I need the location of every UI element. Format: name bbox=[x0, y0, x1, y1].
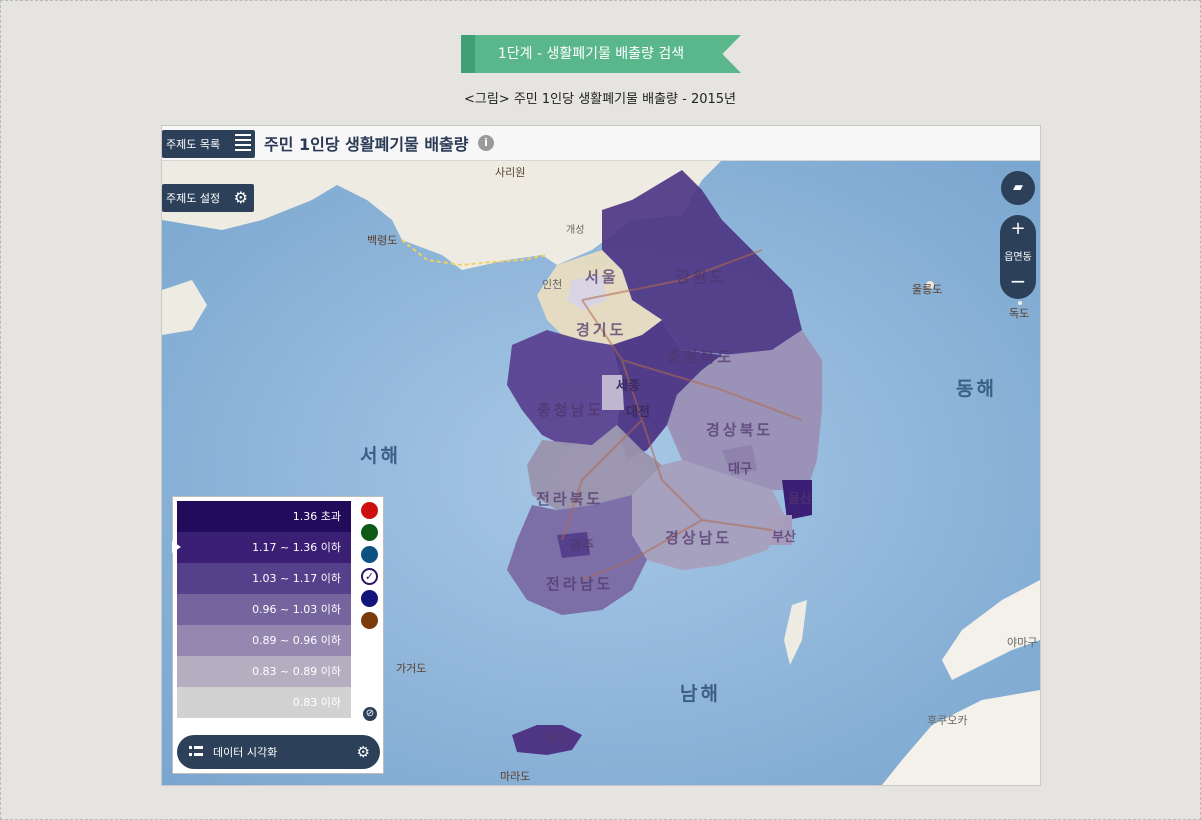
map-title-bar: 주제도 목록 주민 1인당 생활폐기물 배출량 i bbox=[162, 126, 1040, 161]
label-chungnam: 충청남도 bbox=[537, 401, 605, 419]
region-gwangju[interactable] bbox=[557, 532, 590, 558]
region-gyeongbuk[interactable] bbox=[667, 330, 822, 490]
legend-class-5[interactable]: 0.89 ~ 0.96 이하 bbox=[177, 625, 351, 656]
zoom-level-label: 읍면동 bbox=[1004, 252, 1032, 263]
label-chungbuk: 충청북도 bbox=[667, 348, 735, 366]
region-sejong[interactable] bbox=[602, 375, 624, 410]
ulleung-island bbox=[926, 281, 934, 289]
layer-toggle-button[interactable]: ▰ bbox=[1001, 171, 1035, 205]
theme-list-button[interactable]: 주제도 목록 bbox=[162, 130, 255, 158]
palette-swatch-teal[interactable] bbox=[361, 546, 378, 563]
zoom-out-button[interactable]: − bbox=[1009, 269, 1027, 293]
label-east-sea: 동해 bbox=[956, 378, 997, 400]
region-ulsan[interactable] bbox=[782, 480, 812, 520]
info-icon[interactable]: i bbox=[478, 135, 494, 151]
label-yamaguchi: 야마구 bbox=[1007, 636, 1038, 649]
label-gageo: 가거도 bbox=[396, 662, 427, 675]
legend-class-4[interactable]: 0.96 ~ 1.03 이하 bbox=[177, 594, 351, 625]
label-gwangju: 광주 bbox=[570, 539, 594, 554]
label-gyeonggi: 경기도 bbox=[576, 321, 627, 339]
label-sariwon: 사리원 bbox=[495, 166, 526, 179]
label-incheon: 인천 bbox=[542, 278, 563, 291]
north-landmass bbox=[162, 160, 722, 270]
palette-swatch-brown[interactable] bbox=[361, 612, 378, 629]
banner-ribbon bbox=[475, 35, 741, 73]
layers-icon: ▰ bbox=[1013, 180, 1023, 195]
map-viewer[interactable]: 주제도 목록 주민 1인당 생활폐기물 배출량 i 주제도 설정 ⚙ bbox=[161, 125, 1041, 786]
zoom-in-button[interactable]: + bbox=[1010, 218, 1026, 239]
choropleth-map[interactable] bbox=[162, 160, 1040, 785]
label-dokdo: 독도 bbox=[1009, 307, 1030, 320]
no-data-icon[interactable]: ⊘ bbox=[363, 707, 377, 721]
legend-class-1[interactable]: 1.36 초과 bbox=[177, 501, 351, 532]
label-west-sea: 서해 bbox=[360, 445, 401, 467]
data-visualization-label: 데이터 시각화 bbox=[213, 746, 278, 759]
region-seoul[interactable] bbox=[567, 275, 607, 310]
label-marado: 마라도 bbox=[500, 770, 531, 783]
gear-icon: ⚙ bbox=[233, 188, 248, 207]
figure-caption: <그림> 주민 1인당 생활폐기물 배출량 - 2015년 bbox=[463, 92, 737, 107]
label-gyeongnam: 경상남도 bbox=[665, 529, 733, 547]
label-gaeseong: 개성 bbox=[566, 225, 585, 236]
tsushima bbox=[784, 600, 807, 665]
region-chungnam[interactable] bbox=[507, 330, 622, 445]
label-baengnyeong: 백령도 bbox=[367, 234, 398, 247]
label-busan: 부산 bbox=[772, 530, 796, 545]
legend-panel: 1.36 초과 1.17 ~ 1.36 이하 1.03 ~ 1.17 이하 0.… bbox=[172, 496, 384, 774]
label-gangwon: 강원도 bbox=[676, 268, 727, 286]
theme-setting-label: 주제도 설정 bbox=[166, 192, 221, 205]
label-daegu: 대구 bbox=[728, 462, 752, 477]
dokdo-island bbox=[1018, 301, 1022, 305]
list-icon bbox=[189, 746, 203, 758]
japan-honshu bbox=[942, 580, 1040, 680]
theme-list-label: 주제도 목록 bbox=[166, 138, 221, 151]
legend-selected-pointer bbox=[172, 541, 181, 553]
label-fukuoka: 후쿠오카 bbox=[927, 714, 968, 727]
label-daejeon: 대전 bbox=[626, 405, 650, 420]
highways bbox=[561, 249, 803, 581]
palette-swatch-navy[interactable] bbox=[361, 590, 378, 607]
japan-kyushu bbox=[882, 690, 1040, 785]
legend-class-3[interactable]: 1.03 ~ 1.17 이하 bbox=[177, 563, 351, 594]
theme-setting-button[interactable]: 주제도 설정 ⚙ bbox=[162, 184, 254, 212]
check-icon: ✓ bbox=[364, 570, 375, 583]
palette-swatch-green[interactable] bbox=[361, 524, 378, 541]
region-jeju[interactable] bbox=[512, 725, 582, 755]
label-seoul: 서울 bbox=[585, 268, 619, 286]
label-jeonnam: 전라남도 bbox=[546, 575, 614, 593]
west-coast-land bbox=[162, 280, 207, 335]
banner-title: 1단계 - 생활폐기물 배출량 검색 bbox=[497, 46, 685, 62]
label-sejong: 세종 bbox=[616, 379, 640, 394]
step-banner: 1단계 - 생활폐기물 배출량 검색 bbox=[461, 35, 741, 73]
label-ulsan: 울산 bbox=[788, 492, 812, 507]
label-jeju: 제주 bbox=[545, 732, 569, 747]
region-gangwon[interactable] bbox=[602, 170, 802, 355]
label-jeonbuk: 전라북도 bbox=[536, 490, 604, 508]
data-visualization-button[interactable]: 데이터 시각화 ⚙ bbox=[177, 735, 380, 769]
label-ulleung: 울릉도 bbox=[912, 283, 943, 296]
legend-class-2[interactable]: 1.17 ~ 1.36 이하 bbox=[177, 532, 351, 563]
palette-swatch-red[interactable] bbox=[361, 502, 378, 519]
label-south-sea: 남해 bbox=[680, 683, 721, 705]
zoom-control: + 읍면동 − bbox=[1000, 215, 1036, 299]
region-chungbuk[interactable] bbox=[612, 320, 722, 460]
palette-swatch-purple-selected[interactable]: ✓ bbox=[361, 568, 378, 585]
map-title: 주민 1인당 생활폐기물 배출량 bbox=[264, 135, 469, 154]
gear-icon[interactable]: ⚙ bbox=[356, 743, 370, 761]
label-gyeongbuk: 경상북도 bbox=[706, 421, 774, 439]
region-daegu[interactable] bbox=[722, 445, 757, 475]
hamburger-icon bbox=[235, 134, 251, 154]
legend-class-6[interactable]: 0.83 ~ 0.89 이하 bbox=[177, 656, 351, 687]
legend-class-7[interactable]: 0.83 이하 bbox=[177, 687, 351, 718]
